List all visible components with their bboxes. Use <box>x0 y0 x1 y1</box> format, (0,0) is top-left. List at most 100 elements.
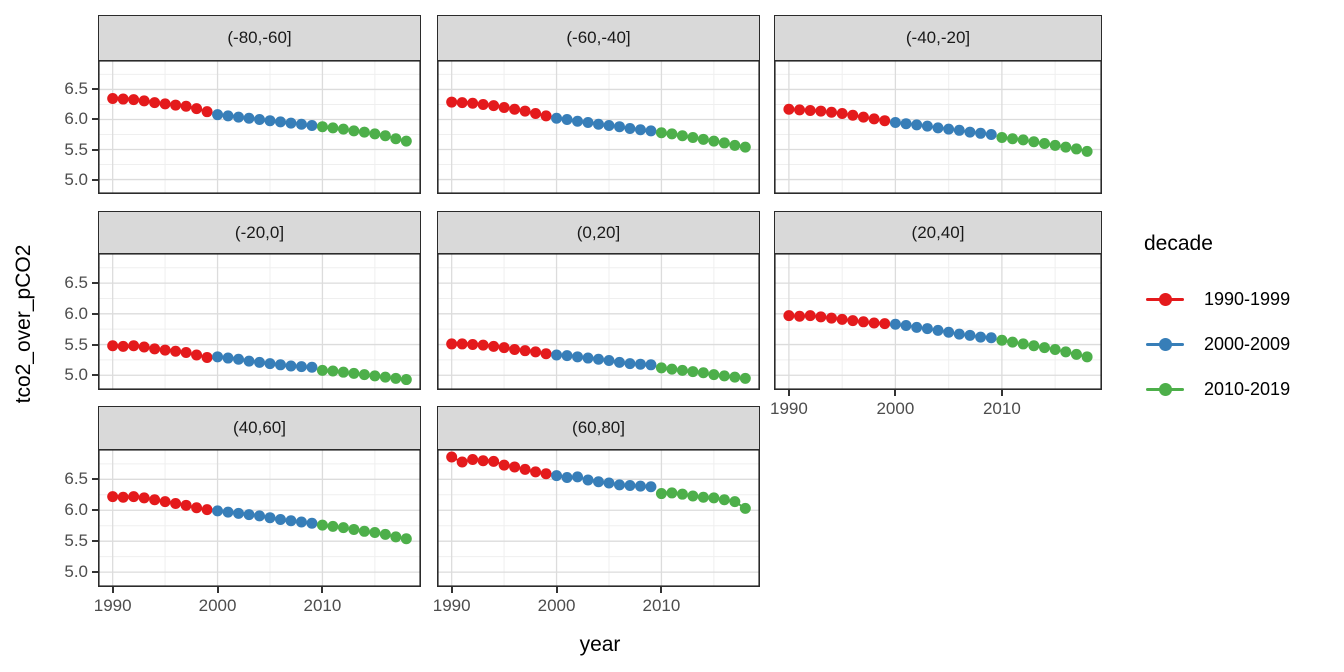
data-point <box>708 492 720 504</box>
x-tick-mark <box>555 587 558 593</box>
data-point <box>572 471 584 483</box>
data-point <box>149 494 161 506</box>
y-tick-mark <box>92 282 98 285</box>
data-point <box>477 455 489 467</box>
data-point <box>889 318 901 330</box>
data-point <box>783 103 795 115</box>
y-tick-label: 6.0 <box>64 303 88 323</box>
data-point <box>316 364 328 376</box>
x-tick-mark <box>450 587 453 593</box>
data-point <box>201 504 213 516</box>
data-point <box>254 510 265 522</box>
data-point <box>900 319 912 331</box>
data-point <box>191 349 203 361</box>
data-point <box>900 118 912 130</box>
data-point <box>697 491 709 503</box>
data-point <box>400 135 412 147</box>
data-point <box>729 139 741 151</box>
data-point <box>316 121 328 133</box>
data-point <box>572 351 584 363</box>
data-point <box>540 348 552 360</box>
data-point <box>943 326 955 338</box>
data-point <box>687 132 699 144</box>
data-point <box>593 353 604 365</box>
y-axis-title: tco2_over_pCO2 <box>12 244 35 404</box>
data-point <box>337 123 349 135</box>
data-point <box>107 340 119 352</box>
data-point <box>964 329 976 341</box>
data-point <box>603 355 615 367</box>
y-tick-label: 5.5 <box>64 334 88 354</box>
data-point <box>718 137 730 149</box>
y-tick-label: 6.5 <box>64 79 88 99</box>
data-point <box>985 129 997 141</box>
data-point <box>117 340 129 352</box>
data-point <box>953 328 965 340</box>
facet-panel <box>437 60 760 194</box>
data-point <box>274 116 286 128</box>
y-tick-label: 6.5 <box>64 273 88 293</box>
data-point <box>985 332 997 344</box>
x-tick-label: 2000 <box>876 399 915 418</box>
data-point <box>634 480 646 492</box>
y-tick-mark <box>92 571 98 574</box>
x-tick-mark <box>787 390 790 396</box>
data-point <box>613 121 625 133</box>
data-point <box>1060 346 1072 358</box>
data-point <box>128 340 140 352</box>
data-point <box>264 512 276 524</box>
data-point <box>729 496 741 508</box>
data-point <box>1049 139 1061 151</box>
data-point <box>687 490 699 502</box>
data-point <box>498 101 510 113</box>
data-point <box>582 116 594 128</box>
data-point <box>348 523 360 535</box>
data-point <box>467 97 479 109</box>
data-point <box>708 135 720 147</box>
data-point <box>1049 343 1061 355</box>
data-point <box>729 371 741 383</box>
data-point <box>708 369 720 381</box>
data-point <box>1060 141 1072 153</box>
data-point <box>540 110 552 122</box>
facet-strip: (-40,-20] <box>774 15 1102 61</box>
data-point <box>551 349 563 361</box>
y-tick-label: 5.0 <box>64 365 88 385</box>
y-tick-mark <box>92 343 98 346</box>
y-tick-label: 5.0 <box>64 562 88 582</box>
data-point <box>847 109 859 121</box>
x-tick-mark <box>321 587 324 593</box>
legend-entry-2010-2019: 2010-2019 <box>1146 376 1290 402</box>
data-point <box>456 338 468 350</box>
data-point <box>624 358 636 370</box>
data-point <box>369 370 381 382</box>
data-point <box>815 105 827 117</box>
data-point <box>804 310 816 322</box>
data-point <box>295 118 307 130</box>
y-tick-mark <box>92 509 98 512</box>
facet-strip: (-60,-40] <box>437 15 760 61</box>
data-point <box>243 112 255 124</box>
data-point <box>180 347 192 359</box>
data-point <box>212 351 224 363</box>
y-tick-label: 6.0 <box>64 109 88 129</box>
data-point <box>593 118 604 130</box>
data-point <box>1017 338 1029 350</box>
data-point <box>1070 348 1082 360</box>
x-tick-label: 2010 <box>982 399 1021 418</box>
data-point <box>718 494 730 506</box>
y-tick-mark <box>92 148 98 151</box>
data-point <box>593 476 604 488</box>
data-point <box>477 98 489 110</box>
x-tick-mark <box>894 390 897 396</box>
data-point <box>921 120 933 132</box>
data-point <box>128 94 140 106</box>
data-point <box>212 505 224 517</box>
data-point <box>509 461 521 473</box>
facet-strip: (-20,0] <box>98 211 421 254</box>
data-point <box>687 366 699 378</box>
data-point <box>222 352 234 364</box>
data-point <box>264 358 276 370</box>
data-point <box>467 339 479 351</box>
data-point <box>456 456 468 468</box>
